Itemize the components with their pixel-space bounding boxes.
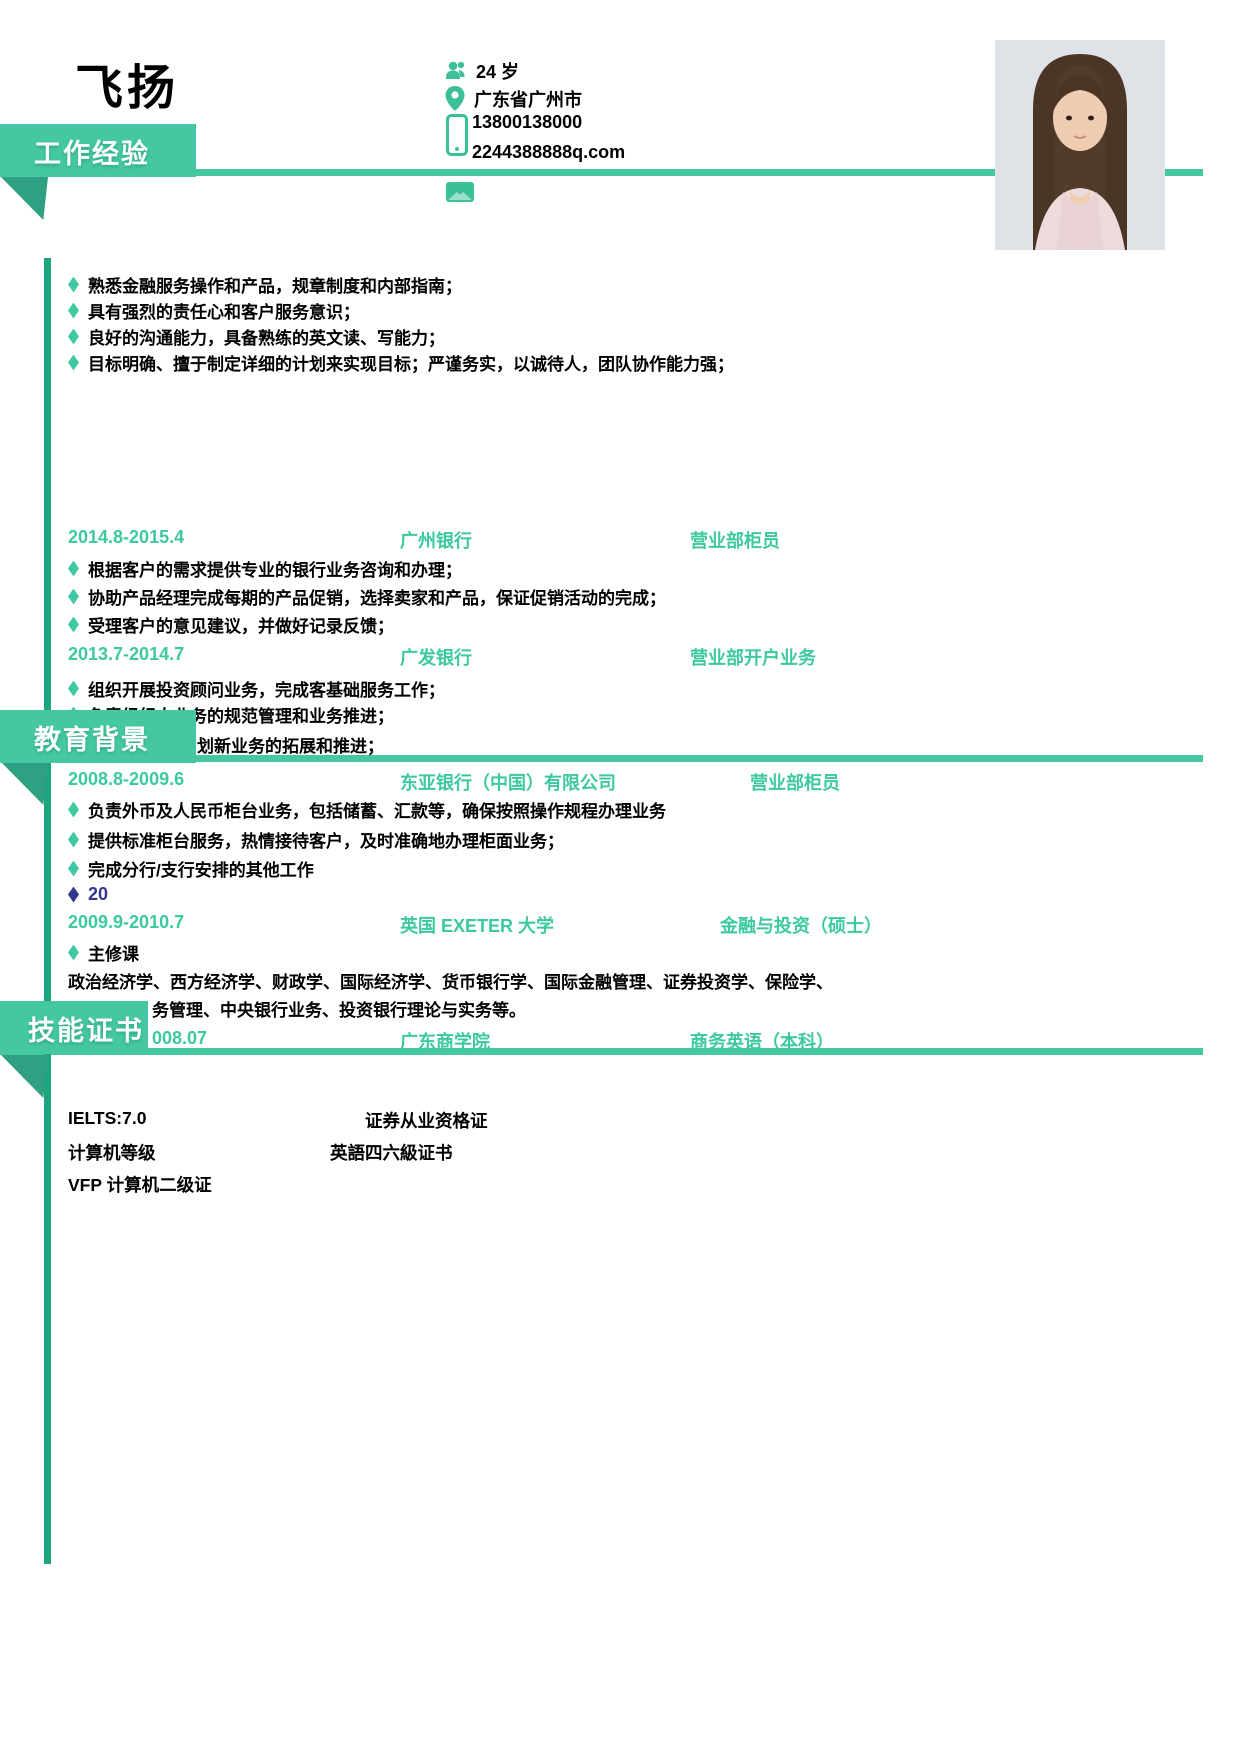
contact-email: 2244388888q.com	[472, 142, 625, 163]
courses-line2: 务管理、中央银行业务、投资银行理论与实务等。	[152, 1001, 526, 1020]
job-org: 东亚银行（中国）有限公司	[400, 773, 616, 793]
contact-phone-text: 13800138000	[472, 112, 583, 132]
job-bullet-text: 根据客户的需求提供专业的银行业务咨询和办理；	[88, 561, 462, 580]
ribbon-skills-fold	[1, 1055, 48, 1098]
summary-item: 熟悉金融服务操作和产品，规章制度和内部指南；	[68, 272, 462, 297]
diamond-bullet-icon	[68, 860, 79, 877]
diamond-bullet-icon	[68, 276, 79, 293]
ribbon-education: 教育背景	[0, 710, 196, 763]
section-rule-education	[0, 755, 1203, 762]
job-org: 广州银行	[400, 531, 472, 551]
summary-item: 具有强烈的责任心和客户服务意识；	[68, 298, 360, 323]
job-bullet-text: 提供标准柜台服务，热情接待客户，及时准确地办理柜面业务；	[88, 832, 564, 851]
envelope-icon	[446, 180, 474, 204]
diamond-bullet-icon	[68, 944, 79, 961]
school-org: 英国 EXETER 大学	[400, 916, 555, 936]
person-icon	[444, 60, 468, 82]
diamond-bullet-icon	[68, 886, 79, 903]
diamond-bullet-icon	[68, 560, 79, 577]
job-role: 营业部开户业务	[690, 648, 816, 668]
skill-item: IELTS:7.0	[68, 1108, 147, 1128]
summary-text: 目标明确、擅于制定详细的计划来实现目标；严谨务实，以诚待人，团队协作能力强；	[88, 355, 734, 374]
job-org: 广发银行	[400, 648, 472, 668]
job-date: 2014.8-2015.4	[68, 527, 185, 547]
section-rule-top	[0, 169, 1203, 176]
job-bullet: 提供标准柜台服务，热情接待客户，及时准确地办理柜面业务；	[68, 827, 564, 852]
diamond-bullet-icon	[68, 680, 79, 697]
job-bullet: 完成分行/支行安排的其他工作	[68, 856, 314, 881]
ribbon-skills: 技能证书	[0, 1001, 148, 1054]
contact-age-text: 24 岁	[476, 62, 520, 82]
diamond-bullet-icon	[68, 588, 79, 605]
summary-text: 良好的沟通能力，具备熟练的英文读、写能力；	[88, 329, 445, 348]
summary-item: 目标明确、擅于制定详细的计划来实现目标；严谨务实，以诚待人，团队协作能力强；	[68, 350, 734, 375]
course-label-row: 主修课	[68, 940, 139, 965]
school-date: 2009.9-2010.7	[68, 912, 185, 932]
job-date: 2008.8-2009.6	[68, 769, 185, 789]
smartphone-icon	[446, 114, 468, 156]
ribbon-education-fold	[1, 762, 48, 805]
ribbon-work-experience-label: 工作经验	[34, 139, 150, 169]
job-bullet-text: 协助产品经理完成每期的产品促销，选择卖家和产品，保证促销活动的完成；	[88, 589, 666, 608]
job-bullet: 受理客户的意见建议，并做好记录反馈；	[68, 612, 394, 637]
stray-item: 20	[68, 884, 108, 905]
course-label: 主修课	[88, 945, 139, 964]
school-role: 金融与投资（硕士）	[720, 916, 882, 936]
job-bullet: 组织开展投资顾问业务，完成客基础服务工作；	[68, 676, 445, 701]
job-role: 营业部柜员	[750, 773, 840, 793]
job-bullet-partial: 划新业务的拓展和推进；	[197, 737, 384, 756]
contact-phone: 13800138000	[472, 112, 582, 133]
left-accent-bar	[44, 258, 51, 1564]
job-bullet-text: 完成分行/支行安排的其他工作	[88, 861, 314, 880]
contact-location-text: 广东省广州市	[474, 90, 582, 110]
ribbon-education-label: 教育背景	[34, 725, 150, 755]
location-pin-icon	[444, 86, 466, 112]
ribbon-work-fold	[1, 177, 48, 220]
job-bullet: 负责外币及人民币柜台业务，包括储蓄、汇款等，确保按照操作规程办理业务	[68, 797, 666, 822]
stray-text: 20	[88, 884, 109, 904]
diamond-bullet-icon	[68, 801, 79, 818]
contact-location: 广东省广州市	[444, 86, 582, 112]
job-bullet-text: 组织开展投资顾问业务，完成客基础服务工作；	[88, 681, 445, 700]
job-bullet: 根据客户的需求提供专业的银行业务咨询和办理；	[68, 556, 462, 581]
skill-item: 计算机等级	[68, 1143, 156, 1163]
diamond-bullet-icon	[68, 302, 79, 319]
diamond-bullet-icon	[68, 831, 79, 848]
diamond-bullet-icon	[68, 328, 79, 345]
job-bullet-text: 受理客户的意见建议，并做好记录反馈；	[88, 617, 394, 636]
candidate-name: 飞扬	[75, 62, 180, 115]
job-date: 2013.7-2014.7	[68, 644, 185, 664]
job-bullet: 协助产品经理完成每期的产品促销，选择卖家和产品，保证促销活动的完成；	[68, 584, 666, 609]
school-org: 广东商学院	[400, 1032, 490, 1052]
school-date-partial: 008.07	[152, 1028, 208, 1048]
summary-text: 具有强烈的责任心和客户服务意识；	[88, 303, 360, 322]
skill-item: 英語四六級证书	[330, 1143, 453, 1163]
summary-item: 良好的沟通能力，具备熟练的英文读、写能力；	[68, 324, 445, 349]
job-bullet-text: 负责外币及人民币柜台业务，包括储蓄、汇款等，确保按照操作规程办理业务	[88, 802, 666, 821]
section-rule-skills	[0, 1048, 1203, 1055]
summary-text: 熟悉金融服务操作和产品，规章制度和内部指南；	[88, 277, 462, 296]
ribbon-skills-label: 技能证书	[28, 1016, 144, 1046]
diamond-bullet-icon	[68, 354, 79, 371]
school-role: 商务英语（本科）	[690, 1032, 834, 1052]
job-role: 营业部柜员	[690, 531, 780, 551]
skill-item: VFP 计算机二级证	[68, 1175, 212, 1195]
diamond-bullet-icon	[68, 616, 79, 633]
contact-age: 24 岁	[444, 58, 519, 84]
profile-photo	[995, 40, 1165, 255]
contact-email-text: 2244388888q.com	[472, 142, 626, 162]
courses-line1: 政治经济学、西方经济学、财政学、国际经济学、货币银行学、国际金融管理、证券投资学…	[68, 973, 833, 992]
ribbon-work-experience: 工作经验	[0, 124, 196, 177]
skill-item: 证券从业资格证	[365, 1111, 488, 1131]
